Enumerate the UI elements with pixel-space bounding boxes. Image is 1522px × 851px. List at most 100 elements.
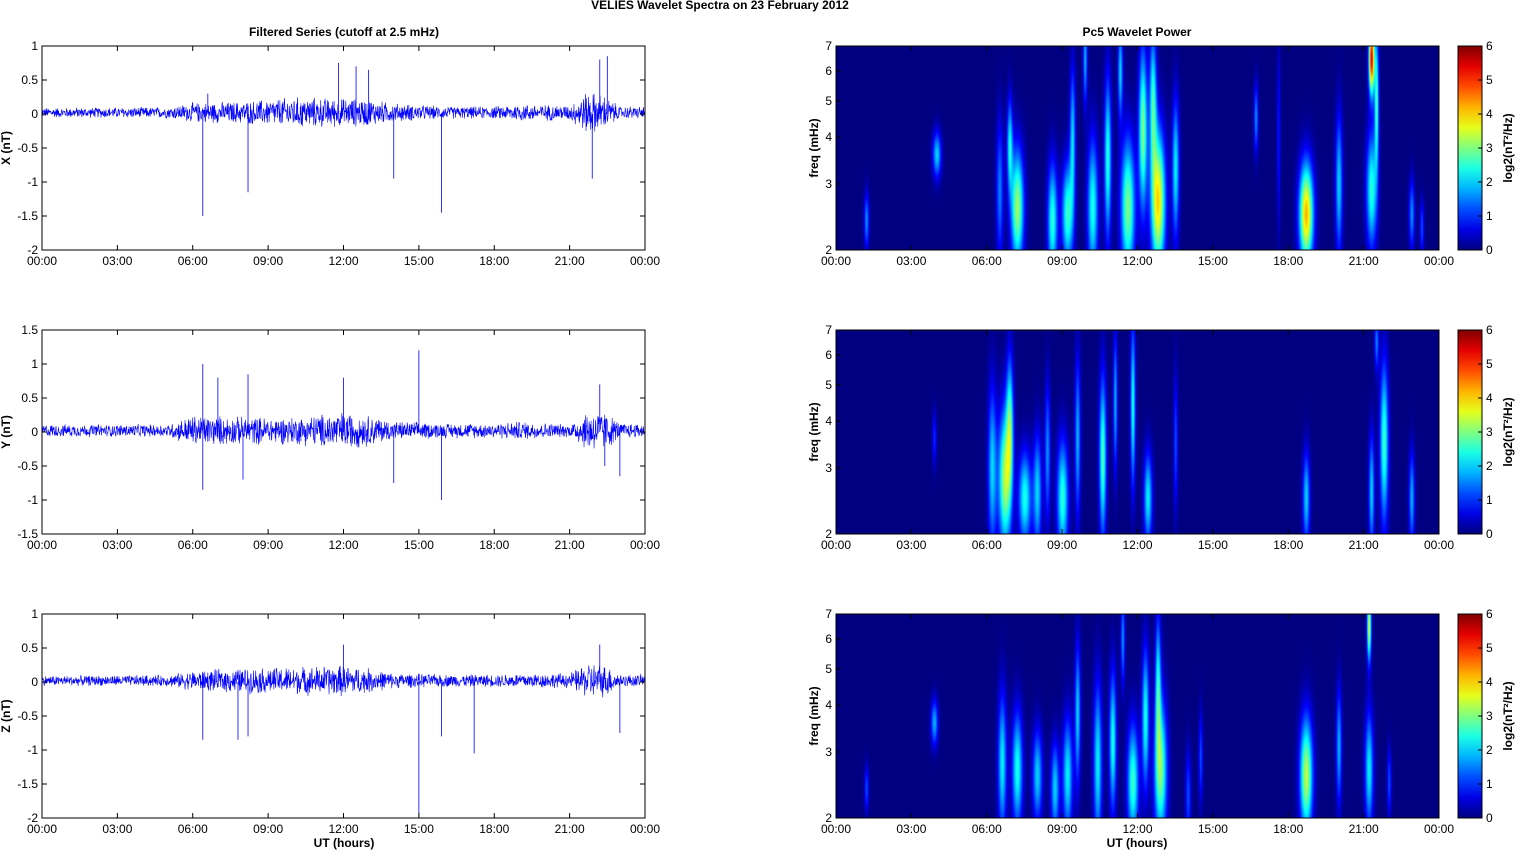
y-tick-label: 1.5 bbox=[21, 323, 38, 337]
x-tick-label: 09:00 bbox=[253, 822, 283, 836]
colorbar-tick-label: 3 bbox=[1486, 141, 1493, 155]
y-tick-label: 1 bbox=[31, 607, 38, 621]
y-tick-label: -1.5 bbox=[17, 209, 38, 223]
y-series-ylabel: Y (nT) bbox=[0, 415, 13, 449]
y-tick-label: 0 bbox=[31, 107, 38, 121]
x-tick-label: 21:00 bbox=[1349, 254, 1379, 268]
x-tick-label: 00:00 bbox=[1424, 822, 1454, 836]
y-tick-label: -0.5 bbox=[17, 459, 38, 473]
y-tick-label: 0 bbox=[31, 675, 38, 689]
x-tick-label: 15:00 bbox=[1198, 822, 1228, 836]
colorbar-tick-label: 5 bbox=[1486, 641, 1493, 655]
x-power-colorbar-label: log2(nT²/Hz) bbox=[1501, 113, 1515, 182]
y-power-colorbar-label: log2(nT²/Hz) bbox=[1501, 397, 1515, 466]
colorbar-tick-label: 2 bbox=[1486, 175, 1493, 189]
y-tick-label: -0.5 bbox=[17, 709, 38, 723]
colorbar-tick-label: 0 bbox=[1486, 527, 1493, 541]
colorbar-tick-label: 4 bbox=[1486, 107, 1493, 121]
x-tick-label: 15:00 bbox=[404, 538, 434, 552]
colorbar-tick-label: 1 bbox=[1486, 777, 1493, 791]
y-tick-label: 0.5 bbox=[21, 73, 38, 87]
x-tick-label: 00:00 bbox=[821, 538, 851, 552]
colorbar-tick-label: 1 bbox=[1486, 493, 1493, 507]
x-tick-label: 03:00 bbox=[102, 822, 132, 836]
y-power-ylabel: freq (mHz) bbox=[807, 402, 821, 461]
y-tick-label: 7 bbox=[825, 39, 832, 53]
colorbar-tick-label: 6 bbox=[1486, 607, 1493, 621]
y-tick-label: 3 bbox=[825, 177, 832, 191]
y-tick-label: 5 bbox=[825, 378, 832, 392]
y-tick-label: -0.5 bbox=[17, 141, 38, 155]
y-tick-label: 3 bbox=[825, 745, 832, 759]
z-power-ylabel: freq (mHz) bbox=[807, 686, 821, 745]
x-tick-label: 09:00 bbox=[1047, 822, 1077, 836]
colorbar-tick-label: 0 bbox=[1486, 243, 1493, 257]
x-series-panel: 10.50-0.5-1-1.5-200:00 03:00 06:00 09:00 12:… bbox=[0, 39, 660, 268]
colorbar-tick-label: 5 bbox=[1486, 73, 1493, 87]
y-tick-label: 4 bbox=[825, 698, 832, 712]
colorbar-tick-label: 3 bbox=[1486, 425, 1493, 439]
z-power-colorbar-label: log2(nT²/Hz) bbox=[1501, 681, 1515, 750]
right-xlabel: UT (hours) bbox=[1107, 836, 1168, 850]
colorbar-tick-label: 3 bbox=[1486, 709, 1493, 723]
x-tick-label: 00:00 bbox=[1424, 254, 1454, 268]
x-power-ylabel: freq (mHz) bbox=[807, 118, 821, 177]
y-tick-label: -1 bbox=[27, 743, 38, 757]
x-tick-label: 21:00 bbox=[1349, 822, 1379, 836]
x-tick-label: 18:00 bbox=[479, 538, 509, 552]
x-tick-label: 06:00 bbox=[972, 538, 1002, 552]
y-tick-label: -1 bbox=[27, 493, 38, 507]
y-tick-label: 6 bbox=[825, 348, 832, 362]
figure-title: VELIES Wavelet Spectra on 23 February 20… bbox=[591, 0, 849, 12]
colorbar-tick-label: 5 bbox=[1486, 357, 1493, 371]
x-tick-label: 09:00 bbox=[253, 538, 283, 552]
x-tick-label: 18:00 bbox=[1273, 538, 1303, 552]
y-tick-label: 5 bbox=[825, 94, 832, 108]
x-tick-label: 06:00 bbox=[178, 538, 208, 552]
colorbar-tick-label: 6 bbox=[1486, 39, 1493, 53]
z-power-image bbox=[836, 614, 1439, 818]
x-tick-label: 00:00 bbox=[821, 254, 851, 268]
y-tick-label: 4 bbox=[825, 414, 832, 428]
x-series-trace bbox=[41, 93, 646, 132]
x-tick-label: 15:00 bbox=[1198, 538, 1228, 552]
colorbar-tick-label: 2 bbox=[1486, 459, 1493, 473]
left-xlabel: UT (hours) bbox=[314, 836, 375, 850]
y-tick-label: 3 bbox=[825, 461, 832, 475]
z-series-ylabel: Z (nT) bbox=[0, 699, 13, 732]
x-tick-label: 15:00 bbox=[1198, 254, 1228, 268]
x-tick-label: 00:00 bbox=[27, 538, 57, 552]
colorbar-tick-label: 4 bbox=[1486, 675, 1493, 689]
y-tick-label: -2 bbox=[27, 811, 38, 825]
right-column-title: Pc5 Wavelet Power bbox=[1083, 25, 1192, 39]
x-tick-label: 06:00 bbox=[972, 822, 1002, 836]
y-tick-label: 0 bbox=[31, 425, 38, 439]
x-tick-label: 09:00 bbox=[1047, 538, 1077, 552]
colorbar-tick-label: 0 bbox=[1486, 811, 1493, 825]
x-tick-label: 03:00 bbox=[896, 254, 926, 268]
y-tick-label: 0.5 bbox=[21, 641, 38, 655]
x-tick-label: 18:00 bbox=[1273, 822, 1303, 836]
x-tick-label: 06:00 bbox=[178, 254, 208, 268]
y-tick-label: 6 bbox=[825, 64, 832, 78]
y-tick-label: 7 bbox=[825, 607, 832, 621]
x-tick-label: 00:00 bbox=[821, 822, 851, 836]
colorbar-tick-label: 6 bbox=[1486, 323, 1493, 337]
x-tick-label: 12:00 bbox=[1122, 538, 1152, 552]
x-tick-label: 12:00 bbox=[328, 254, 358, 268]
x-tick-label: 18:00 bbox=[479, 254, 509, 268]
x-tick-label: 12:00 bbox=[328, 538, 358, 552]
x-tick-label: 12:00 bbox=[1122, 822, 1152, 836]
x-series-ylabel: X (nT) bbox=[0, 131, 13, 165]
colorbar-tick-label: 1 bbox=[1486, 209, 1493, 223]
y-tick-label: 4 bbox=[825, 130, 832, 144]
y-tick-label: 2 bbox=[825, 527, 832, 541]
y-tick-label: 2 bbox=[825, 243, 832, 257]
x-tick-label: 03:00 bbox=[896, 822, 926, 836]
x-tick-label: 00:00 bbox=[27, 822, 57, 836]
y-tick-label: 1 bbox=[31, 39, 38, 53]
x-tick-label: 00:00 bbox=[27, 254, 57, 268]
